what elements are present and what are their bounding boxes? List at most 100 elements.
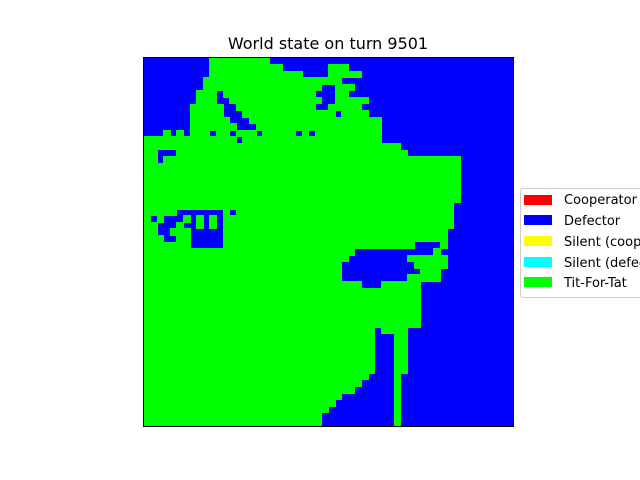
grid-cell-run [381,327,408,334]
grid-cell-run [144,228,158,236]
grid-cell-run [407,274,441,282]
grid-cell-run [144,294,421,302]
grid-cell-run [236,104,316,111]
grid-cell-run [223,222,454,229]
legend-label-defector: Defector [564,214,621,229]
plot-area [144,58,513,426]
grid-cell-run [144,366,375,374]
grid-cell-run [209,71,303,78]
grid-cell-run [209,215,217,223]
grid-cell-run [144,281,362,288]
grid-cell-run [335,90,349,98]
grid-cell-run [144,235,164,242]
grid-cell-run [190,104,224,111]
grid-cell-run [190,117,230,124]
grid-cell-run [223,90,316,98]
grid-cell-run [394,360,408,367]
grid-cell-run [394,406,401,413]
grid-cell-run [144,222,158,229]
legend-swatch-tit-for-tat [524,277,552,287]
grid-cell-run [144,196,461,203]
legend-label-silent-cooperator: Silent (cooperator) [564,235,640,250]
grid-cell-run [144,406,329,413]
grid-cell-run [144,169,461,177]
legend-swatch-silent-cooperator [524,236,552,246]
grid-cell-run [144,215,151,223]
grid-cell-run [196,215,204,223]
grid-cell-run [144,380,362,387]
grid-cell-run [394,347,408,354]
grid-cell-run [236,130,257,137]
grid-cell-run [262,130,296,137]
grid-cell-run [144,334,375,341]
grid-cell-run [394,353,408,361]
grid-cell-run [394,334,408,341]
grid-cell-run [335,97,369,104]
grid-cell-run [176,222,184,229]
grid-cell-run [144,209,177,216]
grid-cell-run [144,314,421,321]
grid-cell-run [144,150,158,157]
legend-swatch-silent-defector [524,257,552,267]
axes-frame [143,57,514,427]
grid-cell-run [144,288,421,295]
grid-cell-run [407,255,448,262]
grid-cell-run [144,163,461,170]
grid-cell-run [144,202,454,210]
grid-cell-run [394,419,401,426]
grid-cell-run [157,215,164,223]
legend-swatch-defector [524,215,552,225]
legend-swatch-cooperator [524,195,552,205]
legend: Cooperator Defector Silent (cooperator) … [520,188,640,298]
grid-cell-run [190,123,237,131]
grid-cell-run [420,268,441,275]
grid-cell-run [144,353,375,361]
grid-cell-run [256,123,382,131]
grid-cell-run [414,261,448,269]
grid-cell-run [223,242,415,249]
grid-cell-run [144,261,342,269]
grid-cell-run [381,281,421,288]
grid-cell-run [144,360,375,367]
grid-cell-run [163,130,171,137]
grid-cell-run [196,90,217,98]
grid-cell-run [302,130,309,137]
grid-cell-run [328,64,349,72]
grid-cell-run [209,64,283,72]
grid-cell-run [144,242,191,249]
grid-cell-run [394,412,401,420]
grid-cell-run [394,340,408,348]
grid-cell-run [328,71,362,78]
legend-label-cooperator: Cooperator [564,193,638,208]
grid-cell-run [394,373,401,380]
grid-cell-run [242,110,336,118]
grid-cell-run [176,235,191,242]
grid-cell-run [433,248,441,256]
legend-label-silent-defector: Silent (defector) [564,256,640,271]
grid-cell-run [144,393,342,400]
grid-cell-run [236,209,454,216]
grid-cell-run [394,380,401,387]
grid-cell-run [394,393,401,400]
grid-cell-run [144,255,349,262]
grid-cell-run [440,242,448,249]
grid-cell-run [144,248,355,256]
grid-cell-run [144,340,375,348]
grid-cell-run [394,399,401,407]
grid-cell-run [144,399,336,407]
grid-cell-run [144,268,342,275]
grid-cell-run [144,156,158,164]
grid-cell-run [335,84,355,91]
grid-cell-run [144,189,461,196]
grid-cell-run [223,228,448,236]
grid-cell-run [190,110,224,118]
grid-cell-run [144,373,369,380]
grid-cell-run [394,366,408,374]
grid-cell-run [341,110,369,118]
grid-cell-run [176,130,184,137]
grid-cell-run [144,176,461,183]
grid-cell-run [144,307,421,315]
grid-cell-run [144,301,421,308]
grid-cell-run [394,386,401,394]
